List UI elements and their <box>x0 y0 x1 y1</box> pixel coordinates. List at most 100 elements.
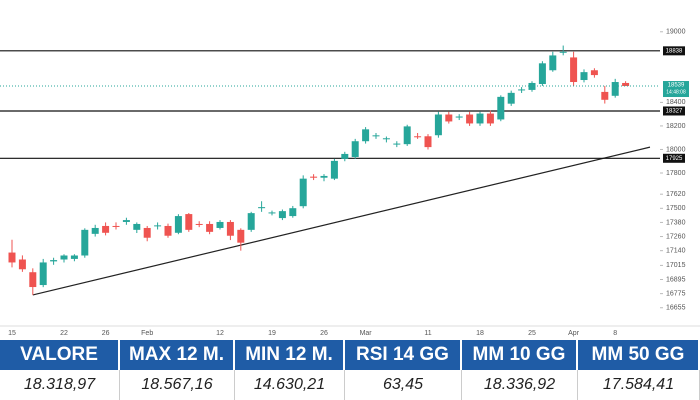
x-tick-label: Feb <box>141 330 153 337</box>
table-cell: 17.584,41 <box>578 370 700 400</box>
candle-body <box>611 82 619 96</box>
y-tick-label: 19000 <box>666 29 686 36</box>
candle-body <box>590 70 598 76</box>
x-tick-label: 15 <box>8 330 16 337</box>
candle-body <box>247 213 255 230</box>
x-tick-label: 25 <box>528 330 536 337</box>
candle-body <box>528 82 536 90</box>
candle-body <box>60 255 68 260</box>
x-tick-label: 19 <box>268 330 276 337</box>
y-tick-label: 18000 <box>666 146 686 153</box>
candle-body <box>434 114 442 136</box>
price-tag-box <box>663 81 689 98</box>
candle-body <box>549 55 557 71</box>
price-tag: 18539 <box>668 83 685 89</box>
table-cell: 18.318,97 <box>0 370 120 400</box>
candle-body <box>486 113 494 124</box>
level-label-box <box>663 153 685 163</box>
y-tick-label: 17260 <box>666 233 686 240</box>
candle-body <box>341 153 349 159</box>
candle-body <box>538 63 546 85</box>
table-header: RSI 14 GG <box>345 340 462 370</box>
candle-body <box>351 141 359 157</box>
candle-body <box>362 129 370 142</box>
candle-body <box>154 225 162 227</box>
table-header: MM 50 GG <box>578 340 700 370</box>
x-tick-label: 26 <box>320 330 328 337</box>
table-header: MM 10 GG <box>462 340 578 370</box>
x-tick-label: 18 <box>476 330 484 337</box>
candle-body <box>476 113 484 124</box>
y-tick-label: 17620 <box>666 191 686 198</box>
chart: 19000 18400 18200 18000 17800 17620 17500 17380… <box>0 29 700 337</box>
candle-body <box>278 211 286 219</box>
x-tick-label: 22 <box>60 330 68 337</box>
candle-body <box>601 91 609 100</box>
candle-body <box>330 160 338 179</box>
candle-body <box>622 82 630 87</box>
candle-body <box>466 114 474 124</box>
y-tick-label: 16655 <box>666 305 686 312</box>
level-label: 18838 <box>666 48 683 54</box>
candle-body <box>445 114 453 122</box>
candle-body <box>497 96 505 120</box>
level-label: 18327 <box>666 109 683 115</box>
candle-body <box>424 136 432 148</box>
table-header: VALORE <box>0 340 120 370</box>
candle-body <box>91 227 99 234</box>
candle-body <box>310 176 318 178</box>
candle-body <box>570 57 578 83</box>
table-cell: 18.567,16 <box>120 370 235 400</box>
candle-body <box>403 126 411 145</box>
price-time: 14:48:08 <box>666 89 686 95</box>
table-cell: 63,45 <box>345 370 462 400</box>
table-header: MIN 12 M. <box>235 340 345 370</box>
x-tick-label: Mar <box>360 330 373 337</box>
y-tick-label: 17140 <box>666 248 686 255</box>
candle-body <box>29 272 37 288</box>
y-tick-label: 18200 <box>666 123 686 130</box>
table-header: MAX 12 M. <box>120 340 235 370</box>
candle-body <box>507 92 515 104</box>
candle-body <box>455 116 463 118</box>
y-tick-label: 16775 <box>666 290 686 297</box>
y-tick-label: 17800 <box>666 170 686 177</box>
candle-body <box>216 221 224 228</box>
candle-body <box>414 136 422 138</box>
candle-body <box>112 225 120 227</box>
table-cell: 14.630,21 <box>235 370 345 400</box>
candle-body <box>258 207 266 209</box>
candle-body <box>8 252 16 263</box>
y-tick-label: 17380 <box>666 219 686 226</box>
candle-body <box>18 259 26 270</box>
candle-body <box>320 175 328 178</box>
y-tick-label: 17015 <box>666 262 686 269</box>
candle-body <box>133 223 141 230</box>
candle-body <box>206 223 214 232</box>
x-tick-label: 12 <box>216 330 224 337</box>
candle-body <box>185 214 193 230</box>
candle-body <box>70 255 78 259</box>
candle-body <box>237 229 245 243</box>
candle-body <box>174 216 182 233</box>
candle-body <box>143 227 151 238</box>
candle-body <box>372 135 380 137</box>
level-label: 17925 <box>666 156 683 162</box>
candle-body <box>195 223 203 225</box>
table-cell: 18.336,92 <box>462 370 578 400</box>
candle-body <box>50 260 58 262</box>
candle-body <box>518 89 526 91</box>
candle-body <box>268 212 276 214</box>
candle-body <box>393 143 401 145</box>
y-tick-label: 16895 <box>666 276 686 283</box>
trend-line <box>32 146 651 296</box>
level-label-box <box>663 46 685 56</box>
candle-body <box>39 262 47 286</box>
candle-body <box>102 225 110 233</box>
candle-body <box>122 220 130 222</box>
level-label-box <box>663 106 685 116</box>
candle-body <box>382 138 390 140</box>
candle-body <box>164 225 172 236</box>
candle-body <box>559 51 567 53</box>
